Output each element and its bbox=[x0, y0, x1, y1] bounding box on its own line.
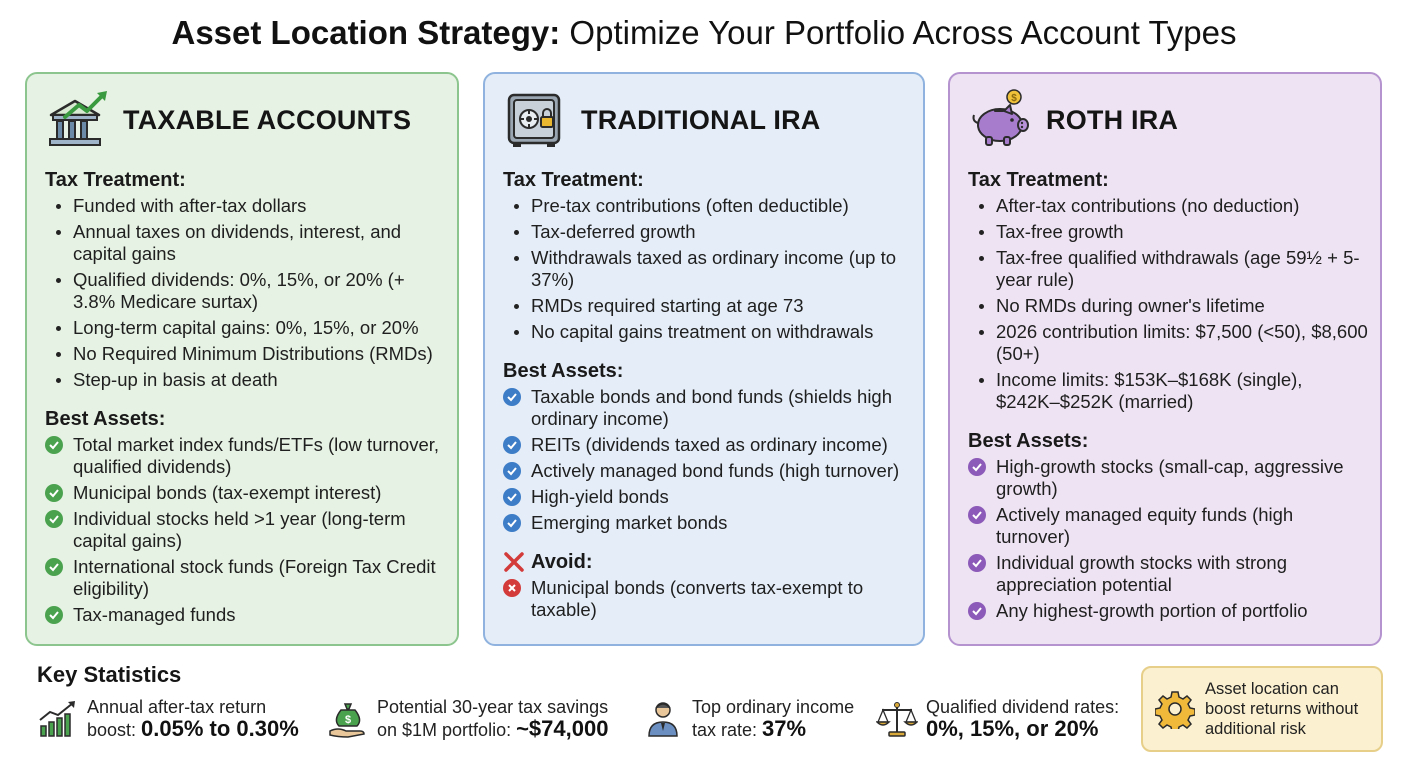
check-icon bbox=[503, 436, 521, 454]
best-assets-heading: Best Assets: bbox=[968, 430, 1089, 452]
check-icon bbox=[968, 602, 986, 620]
list-item: Funded with after-tax dollars bbox=[45, 195, 457, 217]
list-item: Municipal bonds (tax-exempt interest) bbox=[45, 482, 457, 504]
list-item: Income limits: $153K–$168K (single), $24… bbox=[968, 369, 1380, 413]
list-item: RMDs required starting at age 73 bbox=[503, 295, 923, 317]
check-icon bbox=[968, 458, 986, 476]
card-title: TRADITIONAL IRA bbox=[581, 104, 821, 135]
stat-text: Annual after-tax return boost: 0.05% to … bbox=[87, 697, 299, 741]
list-item: Tax-deferred growth bbox=[503, 221, 923, 243]
list-item: After-tax contributions (no deduction) bbox=[968, 195, 1380, 217]
card-title: ROTH IRA bbox=[1046, 104, 1179, 135]
best-assets-list: Total market index funds/ETFs (low turno… bbox=[45, 434, 457, 626]
check-icon bbox=[45, 484, 63, 502]
list-item: Total market index funds/ETFs (low turno… bbox=[45, 434, 457, 478]
check-icon bbox=[503, 488, 521, 506]
tax-treatment-list: After-tax contributions (no deduction) T… bbox=[968, 195, 1380, 413]
list-item: 2026 contribution limits: $7,500 (<50), … bbox=[968, 321, 1380, 365]
check-icon bbox=[45, 606, 63, 624]
list-item: No Required Minimum Distributions (RMDs) bbox=[45, 343, 457, 365]
callout-text: Asset location can boost returns without… bbox=[1205, 680, 1359, 738]
stat-tax-savings: $ Potential 30-year tax savings on $1M p… bbox=[327, 696, 608, 741]
list-item: Any highest-growth portion of portfolio bbox=[968, 600, 1380, 622]
stat-dividend-rates: Qualified dividend rates: 0%, 15%, or 20… bbox=[876, 696, 1119, 741]
callout-box: Asset location can boost returns without… bbox=[1141, 666, 1383, 752]
list-item: Individual stocks held >1 year (long-ter… bbox=[45, 508, 457, 552]
list-item: Step-up in basis at death bbox=[45, 369, 457, 391]
person-icon bbox=[642, 698, 684, 740]
list-item: Tax-free qualified withdrawals (age 59½ … bbox=[968, 247, 1380, 291]
list-item: Tax-managed funds bbox=[45, 604, 457, 626]
key-statistics-heading: Key Statistics bbox=[37, 662, 182, 687]
list-item: Pre-tax contributions (often deductible) bbox=[503, 195, 923, 217]
safe-lock-icon bbox=[503, 87, 569, 153]
stat-text: Qualified dividend rates: 0%, 15%, or 20… bbox=[926, 697, 1120, 741]
svg-text:$: $ bbox=[345, 714, 351, 726]
balance-scale-icon bbox=[876, 698, 918, 740]
list-item: High-yield bonds bbox=[503, 486, 923, 508]
check-icon bbox=[45, 510, 63, 528]
tax-treatment-heading: Tax Treatment: bbox=[45, 169, 186, 191]
list-item: No RMDs during owner's lifetime bbox=[968, 295, 1380, 317]
list-item: Qualified dividends: 0%, 15%, or 20% (+ … bbox=[45, 269, 457, 313]
tax-treatment-list: Funded with after-tax dollars Annual tax… bbox=[45, 195, 457, 391]
taxable-accounts-card: TAXABLE ACCOUNTS Tax Treatment: Funded w… bbox=[25, 72, 459, 646]
list-item: High-growth stocks (small-cap, aggressiv… bbox=[968, 456, 1380, 500]
stat-text: Top ordinary income tax rate: 37% bbox=[692, 697, 855, 741]
tax-treatment-heading: Tax Treatment: bbox=[503, 169, 644, 191]
x-mark-icon bbox=[504, 552, 524, 572]
list-item: International stock funds (Foreign Tax C… bbox=[45, 556, 457, 600]
gear-icon bbox=[1154, 689, 1196, 733]
list-item: REITs (dividends taxed as ordinary incom… bbox=[503, 434, 923, 456]
check-icon bbox=[45, 558, 63, 576]
check-icon bbox=[503, 514, 521, 532]
page-title: Asset Location Strategy: Optimize Your P… bbox=[171, 14, 1237, 51]
check-icon bbox=[503, 462, 521, 480]
bank-growth-icon bbox=[45, 87, 111, 153]
stat-return-boost: Annual after-tax return boost: 0.05% to … bbox=[37, 696, 299, 741]
tax-treatment-list: Pre-tax contributions (often deductible)… bbox=[503, 195, 923, 343]
check-icon bbox=[968, 506, 986, 524]
traditional-ira-card: TRADITIONAL IRA Tax Treatment: Pre-tax c… bbox=[483, 72, 925, 646]
best-assets-list: High-growth stocks (small-cap, aggressiv… bbox=[968, 456, 1380, 622]
list-item: Actively managed equity funds (high turn… bbox=[968, 504, 1380, 548]
avoid-heading: Avoid: bbox=[503, 550, 923, 574]
list-item: Long-term capital gains: 0%, 15%, or 20% bbox=[45, 317, 457, 339]
best-assets-heading: Best Assets: bbox=[45, 408, 166, 430]
list-item: Actively managed bond funds (high turnov… bbox=[503, 460, 923, 482]
list-item: Municipal bonds (converts tax-exempt to … bbox=[503, 577, 923, 621]
money-bag-hand-icon: $ bbox=[327, 698, 369, 740]
list-item: Withdrawals taxed as ordinary income (up… bbox=[503, 247, 923, 291]
list-item: Tax-free growth bbox=[968, 221, 1380, 243]
list-item: No capital gains treatment on withdrawal… bbox=[503, 321, 923, 343]
list-item: Individual growth stocks with strong app… bbox=[968, 552, 1380, 596]
check-icon bbox=[45, 436, 63, 454]
avoid-list: Municipal bonds (converts tax-exempt to … bbox=[503, 577, 923, 621]
list-item: Taxable bonds and bond funds (shields hi… bbox=[503, 386, 923, 430]
list-item: Annual taxes on dividends, interest, and… bbox=[45, 221, 457, 265]
check-icon bbox=[968, 554, 986, 572]
stat-top-rate: Top ordinary income tax rate: 37% bbox=[642, 696, 854, 741]
stat-text: Potential 30-year tax savings on $1M por… bbox=[377, 697, 609, 741]
best-assets-list: Taxable bonds and bond funds (shields hi… bbox=[503, 386, 923, 534]
best-assets-heading: Best Assets: bbox=[503, 360, 624, 382]
card-title: TAXABLE ACCOUNTS bbox=[123, 104, 412, 135]
list-item: Emerging market bonds bbox=[503, 512, 923, 534]
svg-text:$: $ bbox=[1011, 93, 1017, 104]
x-circle-icon bbox=[503, 579, 521, 597]
bar-chart-growth-icon bbox=[37, 698, 79, 740]
piggy-bank-icon: $ bbox=[968, 87, 1034, 153]
check-icon bbox=[503, 388, 521, 406]
roth-ira-card: $ ROTH IRA Tax Treatment: After-tax cont… bbox=[948, 72, 1382, 646]
tax-treatment-heading: Tax Treatment: bbox=[968, 169, 1109, 191]
